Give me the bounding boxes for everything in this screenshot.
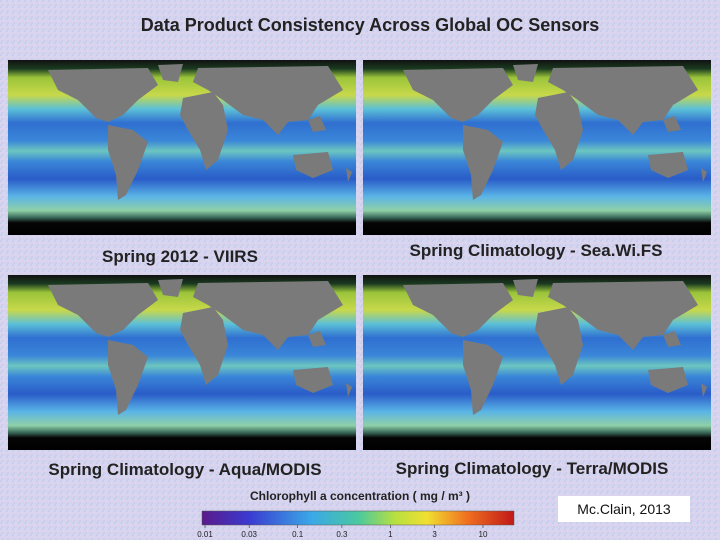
panel-caption: Spring 2012 - VIIRS [102, 247, 258, 266]
colorbar-tick-label: 3 [432, 530, 437, 539]
colorbar-tick-label: 0.03 [241, 530, 257, 539]
colorbar-tick-label: 0.01 [197, 530, 213, 539]
colorbar-tick-label: 0.1 [292, 530, 304, 539]
colorbar-ticks: 0.01 0.03 0.1 0.3 1 3 10 [197, 525, 488, 539]
colorbar-title: Chlorophyll a concentration ( mg / m³ ) [250, 489, 470, 503]
colorbar-tick-label: 1 [388, 530, 393, 539]
credit: Mc.Clain, 2013 [577, 501, 671, 517]
panel-caption: Spring Climatology - Aqua/MODIS [48, 460, 321, 479]
map-image [8, 275, 356, 450]
credit-box [558, 496, 690, 522]
panel-caption: Spring Climatology - Terra/MODIS [396, 459, 669, 478]
panel-caption: Spring Climatology - Sea.Wi.FS [410, 241, 663, 260]
title: Data Product Consistency Across Global O… [141, 15, 599, 35]
map-image [363, 275, 711, 450]
map-image [8, 60, 356, 235]
colorbar-tick-label: 0.3 [336, 530, 348, 539]
colorbar [201, 510, 515, 526]
colorbar-tick-label: 10 [479, 530, 488, 539]
map-image [363, 60, 711, 235]
